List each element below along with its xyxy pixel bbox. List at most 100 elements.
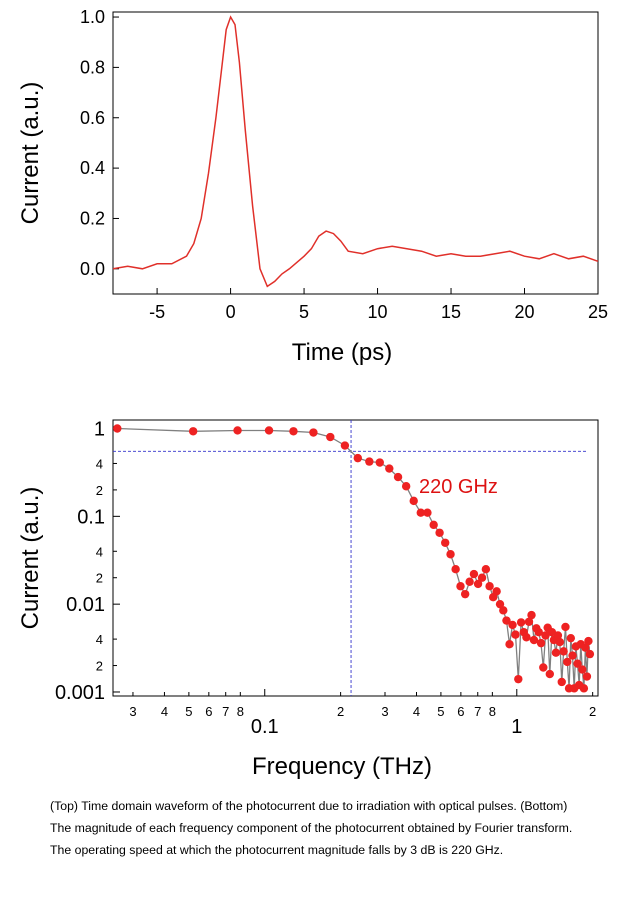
data-point <box>568 651 577 660</box>
data-point <box>499 606 508 615</box>
bottom-x-minor-tick-label: 4 <box>161 704 168 719</box>
top-y-tick-label: 0.0 <box>80 259 105 279</box>
data-point <box>188 427 198 436</box>
top-x-tick-label: 0 <box>226 302 236 322</box>
bottom-y-minor-tick-label: 4 <box>96 456 103 471</box>
top-y-tick-label: 0.8 <box>80 57 105 77</box>
top-series-line <box>112 15 599 288</box>
bottom-x-minor-tick-label: 3 <box>129 704 136 719</box>
bottom-series-markers <box>113 424 595 693</box>
data-point <box>541 631 550 640</box>
data-point <box>429 520 438 530</box>
top-x-tick-label: 15 <box>441 302 461 322</box>
data-point <box>566 633 576 643</box>
data-point <box>584 636 593 646</box>
data-point <box>393 472 403 482</box>
bottom-y-axis-label: Current (a.u.) <box>17 487 44 630</box>
data-point <box>451 565 460 574</box>
data-point <box>465 577 474 586</box>
data-point <box>551 648 561 657</box>
data-point <box>441 538 450 547</box>
data-point <box>409 496 418 506</box>
bottom-x-minor-tick-label: 8 <box>237 704 244 719</box>
data-point <box>353 453 363 463</box>
data-point <box>524 617 534 626</box>
data-point <box>495 599 505 609</box>
bottom-x-ticks: 0.1 13 4 5 6 7 8 2 3 4 5 6 7 8 2 <box>129 689 596 738</box>
bottom-y-major-tick-label: 1 <box>94 419 105 441</box>
bottom-y-minor-tick-label: 4 <box>96 632 103 647</box>
bottom-x-minor-tick-label: 2 <box>589 704 596 719</box>
data-point <box>309 428 318 437</box>
data-point <box>477 573 487 582</box>
data-point <box>573 659 582 668</box>
data-point <box>563 657 572 667</box>
data-point <box>492 587 501 596</box>
data-point <box>529 635 539 645</box>
data-point <box>416 508 425 517</box>
bottom-series-line <box>117 427 591 689</box>
data-point <box>460 589 470 599</box>
data-point <box>555 637 565 647</box>
data-point <box>557 677 566 687</box>
data-point <box>582 672 592 681</box>
data-point <box>514 674 523 684</box>
data-point <box>579 684 589 693</box>
bottom-x-minor-tick-label: 8 <box>489 704 496 719</box>
data-point <box>375 458 384 467</box>
bottom-y-major-tick-label: 0.01 <box>66 594 105 616</box>
bottom-y-minor-tick-label: 2 <box>96 483 103 498</box>
chart-canvas: -5 0 5 10 15 20 25 0.00.20.40.60.81.0 Time (ps… <box>17 7 608 780</box>
data-point <box>505 639 514 649</box>
data-point <box>581 643 590 652</box>
bottom-x-minor-tick-label: 4 <box>413 704 420 719</box>
bottom-y-minor-tick-label: 4 <box>96 544 103 559</box>
annotation-220ghz: 220 GHz <box>419 476 498 498</box>
top-x-axis-label: Time (ps) <box>292 339 392 366</box>
top-y-tick-label: 1.0 <box>80 7 105 27</box>
data-point <box>508 620 517 630</box>
data-point <box>423 508 432 517</box>
bottom-x-minor-tick-label: 7 <box>474 704 481 719</box>
bottom-x-major-tick-label: 1 <box>511 716 522 738</box>
data-point <box>578 665 587 674</box>
data-point <box>559 647 568 656</box>
bottom-y-major-tick-label: 0.001 <box>55 682 105 704</box>
bottom-y-major-tick-label: 0.1 <box>77 506 105 528</box>
top-chart: -5 0 5 10 15 20 25 0.0 0.2 0.4 0.6 0.8 1.0 Time (ps… <box>17 7 608 366</box>
data-point <box>385 464 394 473</box>
top-y-ticks: 0.0 0.2 0.4 0.6 0.8 1.0 <box>80 7 119 279</box>
data-point <box>534 627 543 637</box>
data-point <box>289 427 298 436</box>
data-point <box>511 630 520 639</box>
data-point <box>485 582 494 591</box>
top-x-tick-label: 5 <box>299 302 309 322</box>
data-point <box>536 638 546 648</box>
data-point <box>553 631 563 640</box>
top-x-tick-label: 25 <box>588 302 608 322</box>
data-point <box>502 616 511 625</box>
data-point <box>522 633 531 642</box>
bottom-x-minor-tick-label: 2 <box>337 704 344 719</box>
top-x-tick-label: -5 <box>149 302 165 322</box>
bottom-x-minor-tick-label: 5 <box>437 704 444 719</box>
bottom-plot-frame <box>112 419 599 697</box>
data-point <box>435 528 444 537</box>
top-y-tick-label: 0.6 <box>80 108 105 128</box>
data-point <box>585 649 595 659</box>
data-point <box>446 550 455 559</box>
top-x-ticks: -5 0 5 10 15 20 25 <box>149 288 608 322</box>
top-x-tick-label: 10 <box>368 302 388 322</box>
data-point <box>326 432 335 442</box>
top-y-axis-label: Current (a.u.) <box>17 82 44 225</box>
bottom-x-minor-tick-label: 5 <box>185 704 192 719</box>
bottom-y-ticks: 0.001 0.01 0.1 1 2 4 2 4 2 4 <box>55 419 120 704</box>
data-point <box>456 582 465 591</box>
data-point <box>473 579 483 589</box>
data-point <box>545 669 554 679</box>
bottom-y-minor-tick-label: 2 <box>96 571 103 586</box>
figure-caption: (Top) Time domain waveform of the photoc… <box>50 799 573 857</box>
top-y-tick-label: 0.2 <box>80 208 105 228</box>
top-plot-frame <box>112 11 599 295</box>
data-point <box>365 457 374 466</box>
